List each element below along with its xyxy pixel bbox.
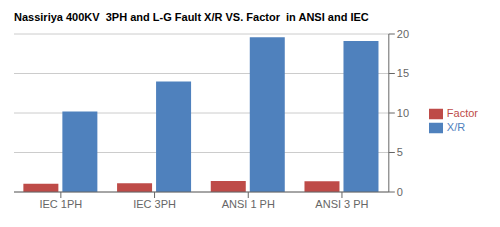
html-text:X/R: X/R bbox=[446, 121, 466, 133]
html-text:Factor: Factor bbox=[446, 106, 478, 119]
svg-text:ANSI 3 PH: ANSI 3 PH bbox=[315, 198, 368, 210]
svg-text:IEC 1PH: IEC 1PH bbox=[39, 198, 82, 210]
svg-text:ANSI 1 PH: ANSI 1 PH bbox=[222, 198, 275, 210]
svg-text:IEC 3PH: IEC 3PH bbox=[133, 198, 176, 210]
svg-text:15: 15 bbox=[397, 67, 409, 79]
svg-text:10: 10 bbox=[397, 107, 409, 119]
svg-text:20: 20 bbox=[397, 28, 409, 40]
svg-text:5: 5 bbox=[397, 146, 403, 158]
html-text:Nassiriya 400KV 3PH and L-G Fa: Nassiriya 400KV 3PH and L-G Fault X/R VS… bbox=[14, 11, 369, 23]
svg-text:0: 0 bbox=[397, 186, 403, 198]
